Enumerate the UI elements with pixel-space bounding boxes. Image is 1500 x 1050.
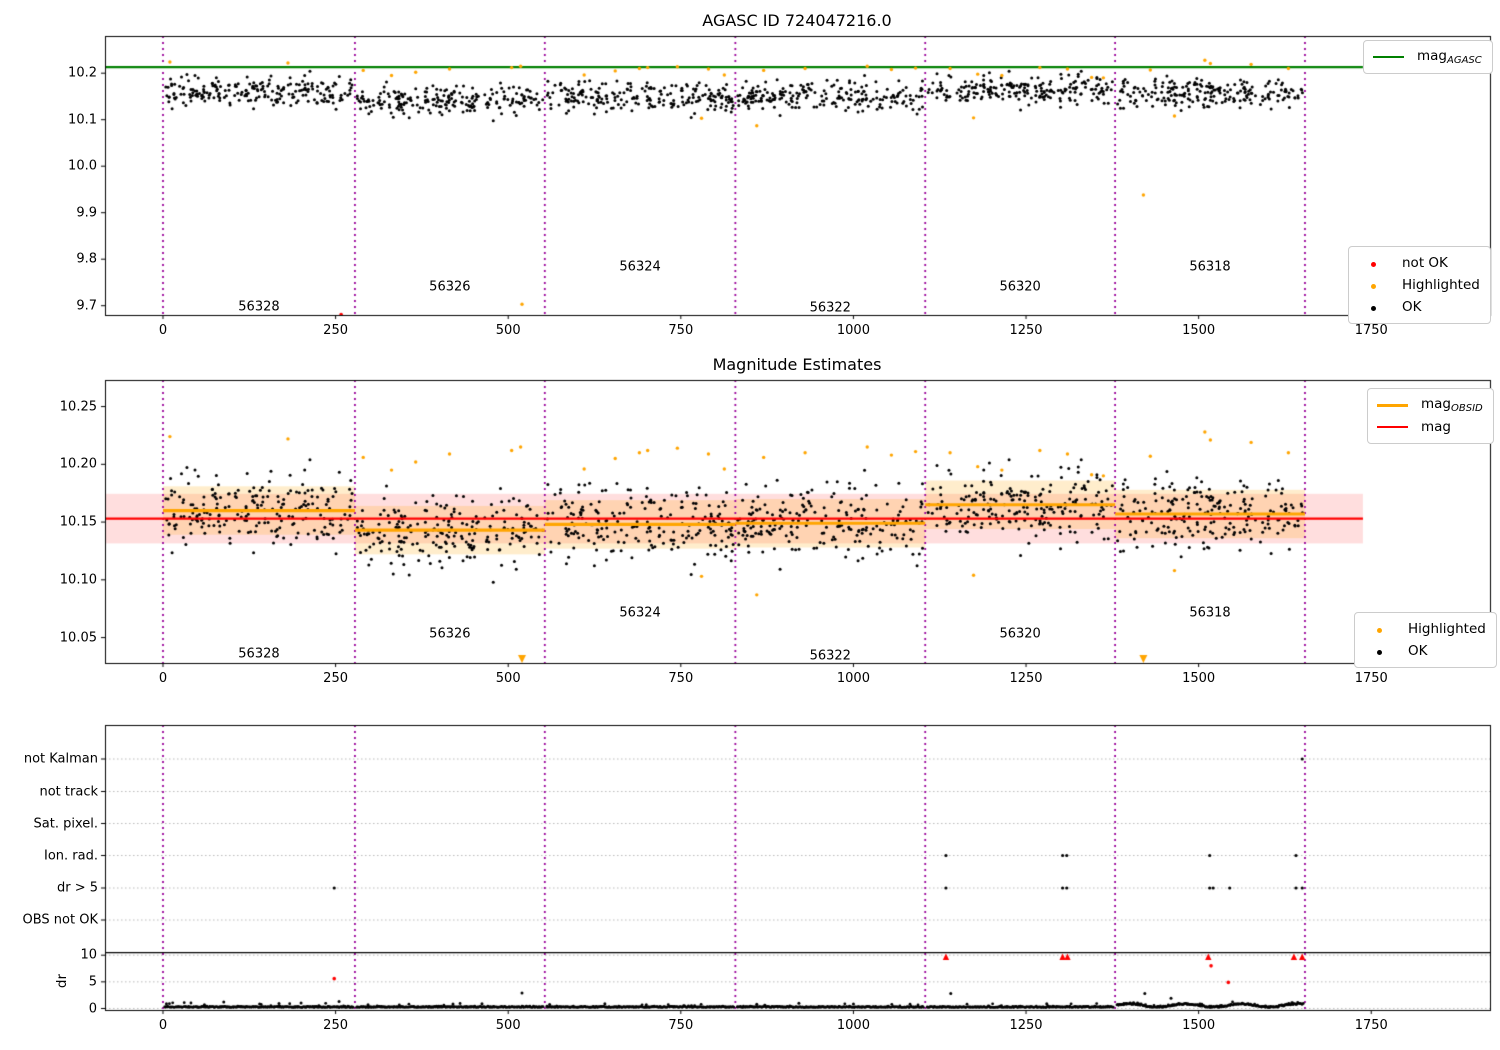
orange-line-swatch-icon: [1377, 403, 1408, 407]
x-tick-label: 1000: [836, 323, 870, 338]
legend-item-ok: OK: [1358, 296, 1480, 318]
category-label: Ion. rad.: [44, 848, 98, 863]
legend-label: mag: [1421, 419, 1451, 435]
obsid-label: 56322: [809, 648, 851, 664]
legend-label: OK: [1402, 299, 1422, 315]
legend-item-highlighted: Highlighted: [1364, 618, 1486, 640]
dr-axis-label: dr: [54, 973, 70, 989]
y-tick-label: 10.10: [59, 572, 97, 588]
category-label: not Kalman: [23, 751, 98, 767]
black-dot-swatch-icon: [1358, 299, 1389, 315]
panel1-title: AGASC ID 724047216.0: [702, 11, 892, 30]
orange-dot-swatch-icon: [1364, 621, 1395, 637]
x-tick-label: 750: [668, 323, 694, 338]
category-label: OBS not OK: [22, 912, 99, 928]
x-tick-label: 1250: [1009, 323, 1043, 338]
dr-tick-label: 0: [88, 1001, 97, 1016]
dr-tick-label: 10: [80, 947, 97, 963]
y-tick-label: 9.9: [76, 205, 97, 221]
x-tick-label: 250: [323, 671, 349, 686]
legend-item-mag: mag: [1377, 416, 1483, 438]
legend-label: Highlighted: [1402, 277, 1480, 293]
obsid-label: 56326: [429, 626, 471, 642]
x-tick-label: 500: [495, 323, 521, 338]
legend-item-ok: OK: [1364, 640, 1486, 662]
legend-label: Highlighted: [1408, 621, 1486, 637]
x-tick-label: 250: [323, 1018, 349, 1033]
category-label: not track: [39, 784, 98, 799]
x-tick-label: 0: [158, 671, 168, 686]
y-tick-label: 9.8: [76, 251, 97, 267]
panel2-title: Magnitude Estimates: [712, 355, 882, 374]
x-tick-label: 1250: [1009, 1018, 1043, 1033]
red-dot-swatch-icon: [1358, 255, 1389, 271]
obsid-label: 56320: [999, 626, 1041, 642]
legend-label: magAGASC: [1417, 48, 1482, 66]
x-tick-label: 250: [323, 323, 349, 338]
y-tick-label: 10.1: [68, 112, 97, 128]
obsid-label: 56328: [238, 299, 280, 315]
y-tick-label: 10.15: [59, 514, 97, 530]
x-tick-label: 1500: [1182, 1018, 1216, 1033]
x-tick-label: 1250: [1009, 671, 1043, 686]
red-line-swatch-icon: [1377, 426, 1408, 428]
obsid-label: 56324: [619, 259, 661, 275]
black-dot-swatch-icon: [1364, 643, 1395, 659]
x-tick-label: 0: [158, 1018, 168, 1033]
legend-p1-markers: not OK Highlighted OK: [1348, 246, 1491, 324]
x-tick-label: 1000: [836, 671, 870, 686]
x-tick-label: 750: [668, 1018, 694, 1033]
legend-mag-agasc: magAGASC: [1363, 40, 1493, 74]
category-label: dr > 5: [56, 880, 98, 896]
obsid-label: 56328: [238, 646, 280, 662]
legend-p2-lines: magOBSID mag: [1367, 388, 1494, 444]
x-tick-label: 1500: [1182, 323, 1216, 338]
obsid-label: 56322: [809, 300, 851, 316]
y-tick-label: 10.25: [59, 399, 97, 415]
legend-item-mag-obsid: magOBSID: [1377, 394, 1483, 416]
x-tick-label: 1750: [1354, 323, 1388, 338]
legend-p2-markers: Highlighted OK: [1354, 612, 1497, 668]
x-tick-label: 1750: [1354, 1018, 1388, 1033]
x-tick-label: 500: [495, 671, 521, 686]
y-tick-label: 10.2: [68, 65, 97, 81]
legend-item-mag-agasc: magAGASC: [1373, 46, 1482, 68]
y-tick-label: 10.20: [59, 456, 97, 472]
obsid-label: 56318: [1189, 605, 1231, 621]
obsid-label: 56320: [999, 279, 1041, 295]
x-tick-label: 1000: [836, 1018, 870, 1033]
y-tick-label: 9.7: [76, 298, 97, 314]
legend-item-highlighted: Highlighted: [1358, 274, 1480, 296]
legend-label: not OK: [1402, 255, 1448, 271]
obsid-label: 56326: [429, 279, 471, 295]
category-label: Sat. pixel.: [33, 816, 98, 831]
x-tick-label: 500: [495, 1018, 521, 1033]
obsid-label: 56318: [1189, 259, 1231, 275]
legend-label: OK: [1408, 643, 1428, 659]
y-tick-label: 10.05: [59, 630, 97, 646]
x-tick-label: 1750: [1354, 671, 1388, 686]
x-tick-label: 750: [668, 671, 694, 686]
legend-item-not-ok: not OK: [1358, 252, 1480, 274]
orange-dot-swatch-icon: [1358, 277, 1389, 293]
legend-label: magOBSID: [1421, 396, 1483, 414]
dr-tick-label: 5: [88, 974, 97, 990]
y-tick-label: 10.0: [68, 158, 97, 174]
green-line-swatch-icon: [1373, 56, 1404, 58]
obsid-label: 56324: [619, 605, 661, 621]
x-tick-label: 0: [158, 323, 168, 338]
x-tick-label: 1500: [1182, 671, 1216, 686]
